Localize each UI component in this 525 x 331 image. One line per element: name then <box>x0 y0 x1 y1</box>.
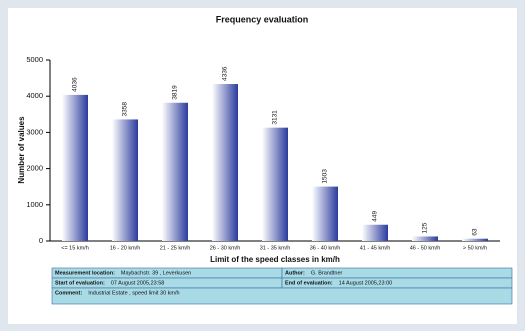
cell-value: Industrial Estate , speed limit 30 km/h <box>88 290 179 296</box>
value-label: 4036 <box>72 77 79 92</box>
cell-value: Maybachstr. 39 , Leverkusen <box>121 270 191 276</box>
cell-value: 14 August 2005,23:00 <box>339 280 393 286</box>
y-tick-label: 0 <box>39 236 43 245</box>
y-tick-label: 4000 <box>26 91 43 100</box>
value-label: 63 <box>472 228 479 236</box>
y-tick-label: 3000 <box>26 127 43 136</box>
chart-title: Frequency evaluation <box>216 14 309 24</box>
y-tick-label: 1000 <box>26 200 43 209</box>
value-label: 3819 <box>172 85 179 100</box>
value-label: 3358 <box>122 102 129 117</box>
bar <box>412 236 438 241</box>
x-tick-label: 36 - 40 km/h <box>310 245 341 251</box>
cell-label: Comment: <box>55 290 82 296</box>
x-tick-label: > 50 km/h <box>463 245 487 251</box>
value-label: 125 <box>422 222 429 233</box>
cell-label: Author: <box>285 270 305 276</box>
cell-label: Start of evaluation: <box>55 280 105 286</box>
value-label: 449 <box>372 211 379 222</box>
value-label: 1503 <box>322 169 329 184</box>
bar <box>62 94 88 242</box>
x-tick-label: <= 15 km/h <box>61 245 89 251</box>
bar <box>462 238 488 241</box>
bar <box>312 186 338 241</box>
bar <box>162 102 188 241</box>
x-tick-label: 41 - 45 km/h <box>360 245 391 251</box>
x-tick-label: 31 - 35 km/h <box>260 245 291 251</box>
value-label: 4336 <box>222 66 229 81</box>
bar <box>112 119 138 241</box>
cell-label: Measurement location: <box>55 270 115 276</box>
cell-value: G. Brandtner <box>311 270 343 276</box>
x-tick-label: 16 - 20 km/h <box>110 245 141 251</box>
cell-value: 07 August 2005,23:58 <box>111 280 165 286</box>
x-tick-label: 26 - 30 km/h <box>210 245 241 251</box>
x-tick-label: 21 - 25 km/h <box>160 245 191 251</box>
table-cell <box>51 287 513 305</box>
x-axis-label: Limit of the speed classes in km/h <box>210 255 340 264</box>
y-axis-label: Number of values <box>17 116 26 184</box>
y-tick-label: 2000 <box>26 164 43 173</box>
x-tick-label: 46 - 50 km/h <box>410 245 441 251</box>
bar <box>212 84 238 241</box>
cell-label: End of evaluation: <box>285 280 333 286</box>
bar <box>262 127 288 241</box>
bar <box>362 224 388 241</box>
y-tick-label: 5000 <box>26 55 43 64</box>
value-label: 3131 <box>272 110 279 125</box>
